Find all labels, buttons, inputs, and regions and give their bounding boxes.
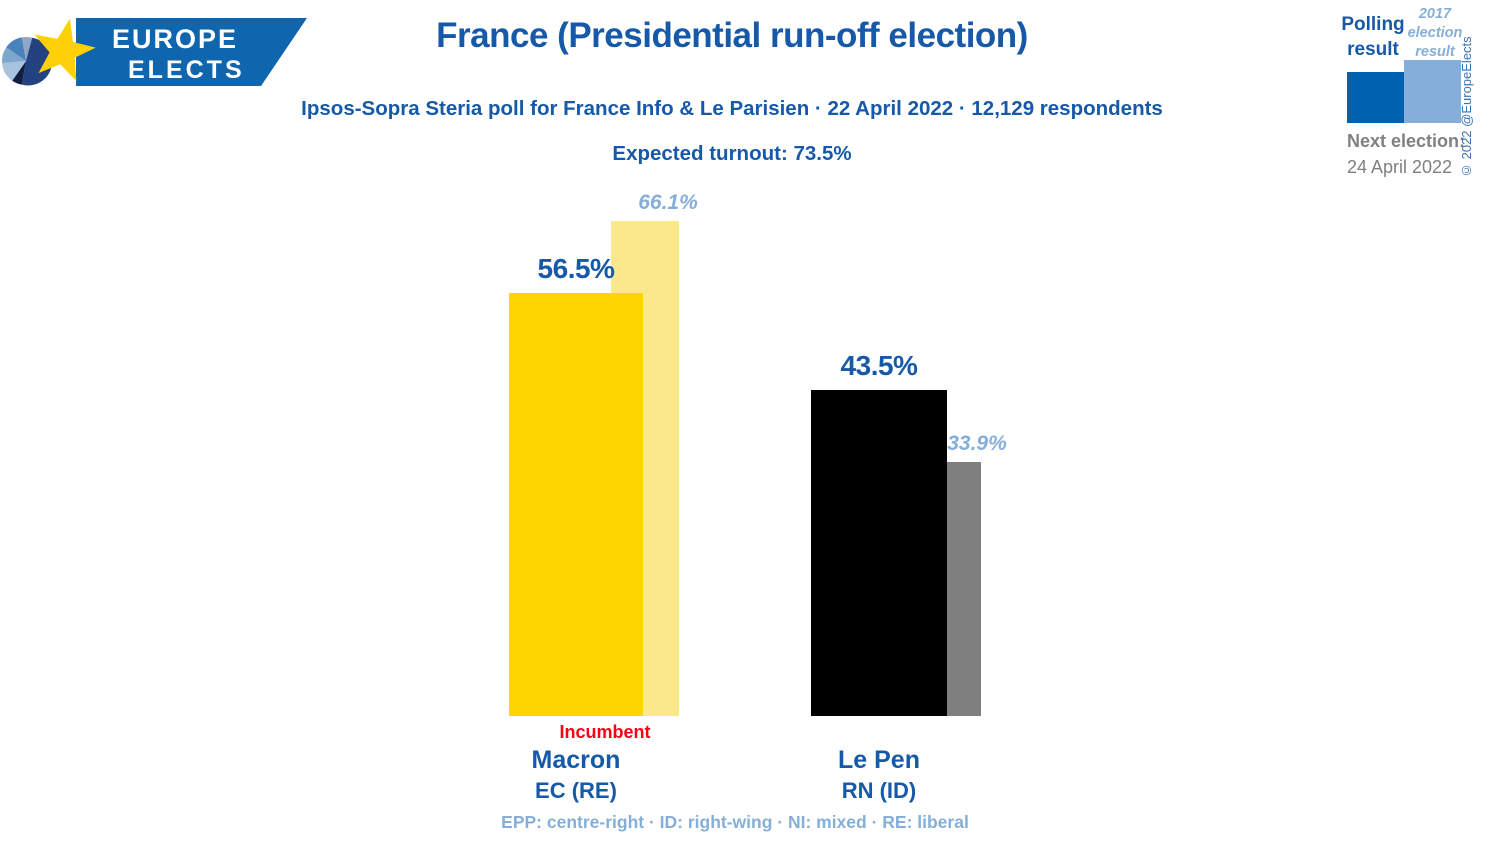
logo-text-elects: ELECTS <box>128 56 245 84</box>
pie-chart-icon <box>1 37 53 86</box>
lepen-2017-value: 33.9% <box>947 432 1007 456</box>
macron-2017-value: 66.1% <box>638 191 698 215</box>
legend-previous-swatch <box>1404 60 1461 123</box>
macron-polling-bar <box>509 293 643 716</box>
copyright-text: © 2022 @EuropeElects <box>1459 36 1474 178</box>
lepen-polling-bar <box>811 390 947 716</box>
next-election-label: Next election: <box>1347 131 1466 151</box>
poll-subtitle: Ipsos-Sopra Steria poll for France Info … <box>301 97 1163 120</box>
candidate-party-lepen: RN (ID) <box>841 778 917 803</box>
europe-elects-logo: EUROPE ELECTS <box>1 18 307 86</box>
lepen-polling-value: 43.5% <box>840 350 918 382</box>
legend-previous-label: 2017 election result <box>1407 6 1463 60</box>
party-group-footnote: EPP: centre-right · ID: right-wing · NI:… <box>501 812 969 832</box>
next-election-date: 24 April 2022 <box>1347 157 1453 177</box>
logo-banner-shape <box>76 18 307 86</box>
star-icon <box>34 18 96 82</box>
expected-turnout: Expected turnout: 73.5% <box>612 142 852 165</box>
incumbent-tag: Incumbent <box>559 722 651 742</box>
page-title: France (Presidential run-off election) <box>436 16 1028 55</box>
legend-polling-swatch <box>1347 72 1407 123</box>
candidate-party-macron: EC (RE) <box>535 778 617 803</box>
macron-polling-value: 56.5% <box>537 253 615 284</box>
legend-polling-label: Polling result <box>1341 14 1405 60</box>
candidate-name-lepen: Le Pen <box>838 746 920 774</box>
logo-text-europe: EUROPE <box>112 24 238 54</box>
candidate-name-macron: Macron <box>531 746 621 774</box>
